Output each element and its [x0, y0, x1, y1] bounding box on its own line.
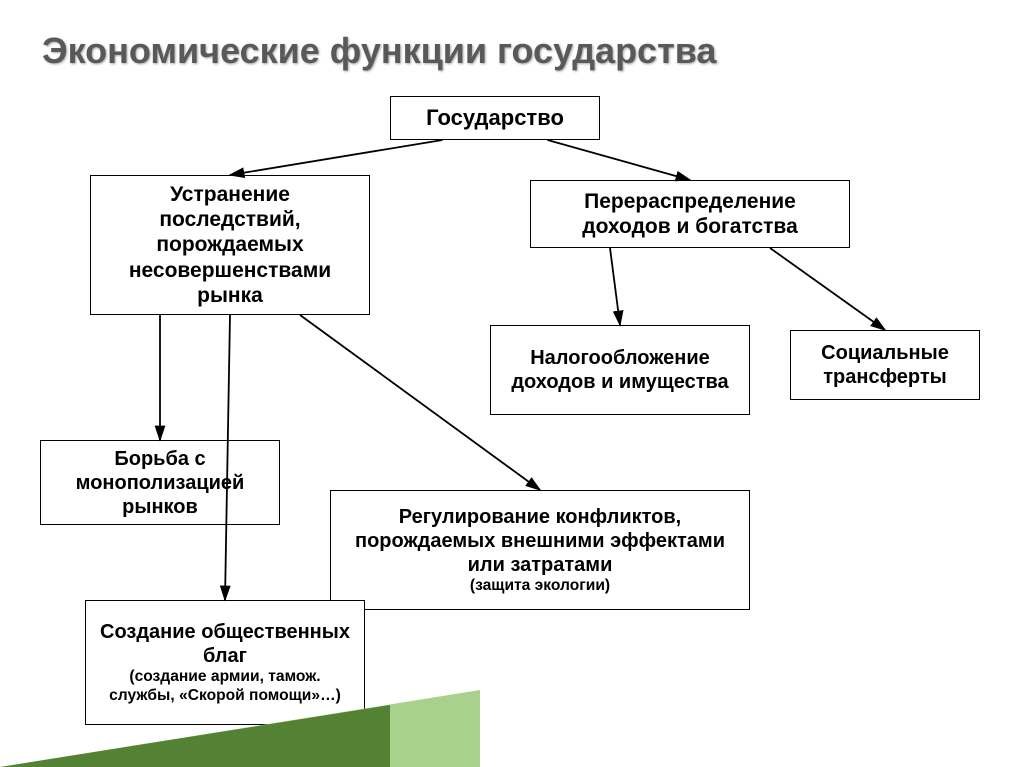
node-label: Создание общественных благ: [96, 620, 354, 668]
node-right: Перераспределение доходов и богатства: [530, 180, 850, 248]
node-label: Регулирование конфликтов, порождаемых вн…: [341, 505, 739, 577]
node-monop: Борьба с монополизацией рынков: [40, 440, 280, 525]
node-trans: Социальные трансферты: [790, 330, 980, 400]
node-tax: Налогообложение доходов и имущества: [490, 325, 750, 415]
node-label: Государство: [426, 105, 564, 131]
decor-wedge-front: [0, 705, 390, 767]
node-label: Устранение последствий, порождаемых несо…: [101, 182, 359, 308]
node-root: Государство: [390, 96, 600, 140]
node-label: Социальные трансферты: [801, 341, 969, 389]
node-label: Борьба с монополизацией рынков: [51, 447, 269, 519]
node-left: Устранение последствий, порождаемых несо…: [90, 175, 370, 315]
node-label: Перераспределение доходов и богатства: [541, 189, 839, 239]
node-reg: Регулирование конфликтов, порождаемых вн…: [330, 490, 750, 610]
node-sublabel: (защита экологии): [470, 577, 610, 596]
node-label: Налогообложение доходов и имущества: [501, 346, 739, 394]
page-title: Экономические функции государства: [42, 30, 716, 72]
